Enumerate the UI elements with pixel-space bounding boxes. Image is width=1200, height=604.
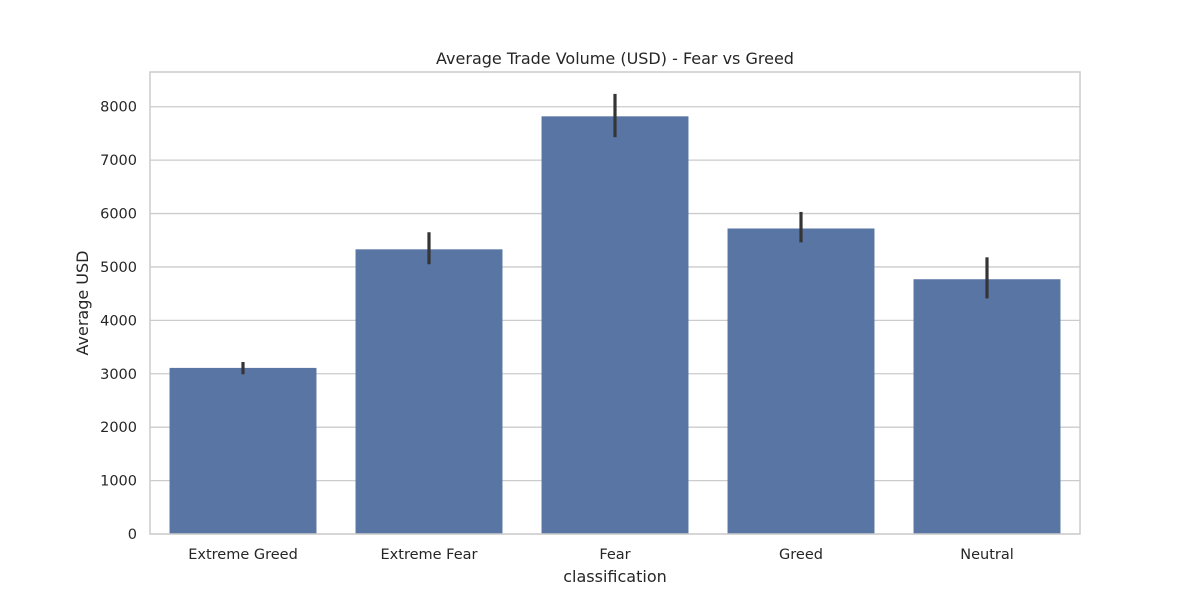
x-tick-label: Extreme Greed xyxy=(188,547,298,563)
y-tick-label: 0 xyxy=(128,527,137,543)
x-tick-label: Extreme Fear xyxy=(381,547,478,563)
axes-frame xyxy=(149,71,1081,535)
x-tick-labels: Extreme Greed Extreme Fear Fear Greed Neutra… xyxy=(188,547,1014,563)
y-tick-label: 3000 xyxy=(100,367,137,383)
bar-extreme-greed xyxy=(169,367,317,534)
x-axis-title: classification xyxy=(563,567,667,586)
bar-extreme-fear xyxy=(355,249,503,534)
y-tick-label: 6000 xyxy=(100,207,137,223)
bar-neutral xyxy=(913,279,1061,534)
x-tick-label: Neutral xyxy=(960,547,1014,563)
bar-fear xyxy=(541,116,689,535)
y-tick-labels: 0 1000 2000 3000 4000 5000 6000 7000 8000 xyxy=(100,100,137,543)
y-axis-title: Average USD xyxy=(73,251,92,356)
x-tick-label: Greed xyxy=(779,547,823,563)
y-tick-label: 2000 xyxy=(100,420,137,436)
x-tick-label: Fear xyxy=(599,547,630,563)
y-tick-label: 4000 xyxy=(100,313,137,329)
y-tick-label: 8000 xyxy=(100,100,137,116)
y-tick-label: 7000 xyxy=(100,153,137,169)
y-tick-label: 5000 xyxy=(100,260,137,276)
y-tick-label: 1000 xyxy=(100,474,137,490)
error-bars xyxy=(241,93,989,375)
chart-title: Average Trade Volume (USD) - Fear vs Gre… xyxy=(436,49,794,68)
bars xyxy=(169,116,1061,535)
bar-greed xyxy=(727,228,875,534)
